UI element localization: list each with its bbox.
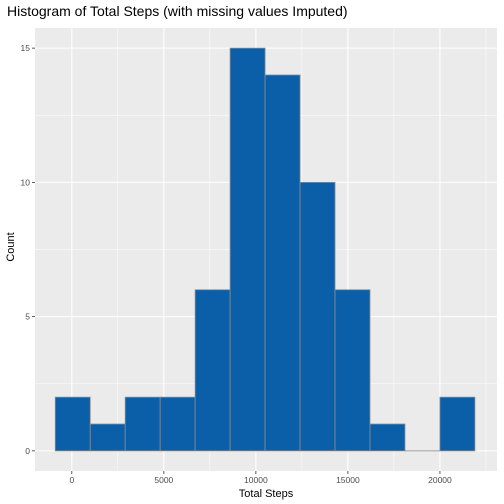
histogram-bar-0	[54, 396, 91, 452]
histogram-bar-7	[299, 181, 336, 452]
histogram-bar-1	[89, 423, 126, 452]
histogram-bar-6	[264, 74, 301, 452]
x-tick-label-0: 0	[69, 475, 74, 485]
y-tick-label-3: 15	[21, 43, 31, 53]
histogram-bar-4	[194, 289, 231, 452]
y-tick-label-0: 0	[25, 446, 30, 456]
histogram-bars	[54, 47, 476, 452]
histogram-bar-9	[369, 423, 406, 452]
chart-title: Histogram of Total Steps (with missing v…	[7, 3, 348, 19]
x-tick-label-4: 20000	[428, 475, 452, 485]
x-axis-title: Total Steps	[239, 488, 294, 500]
y-tick-label-2: 10	[21, 177, 31, 187]
histogram-bar-11	[439, 396, 476, 452]
y-axis-title: Count	[5, 232, 17, 261]
x-tick-label-2: 10000	[244, 475, 268, 485]
histogram-bar-3	[159, 396, 196, 452]
histogram-bar-8	[334, 289, 371, 452]
x-axis-ticks: 0 5000 10000 15000 20000	[69, 471, 452, 485]
x-tick-label-1: 5000	[154, 475, 173, 485]
x-tick-label-3: 15000	[336, 475, 360, 485]
y-tick-label-1: 5	[25, 312, 30, 322]
histogram-bar-5	[229, 47, 266, 452]
y-axis-ticks: 0 5 10 15	[21, 43, 35, 456]
histogram-bar-2	[124, 396, 161, 452]
